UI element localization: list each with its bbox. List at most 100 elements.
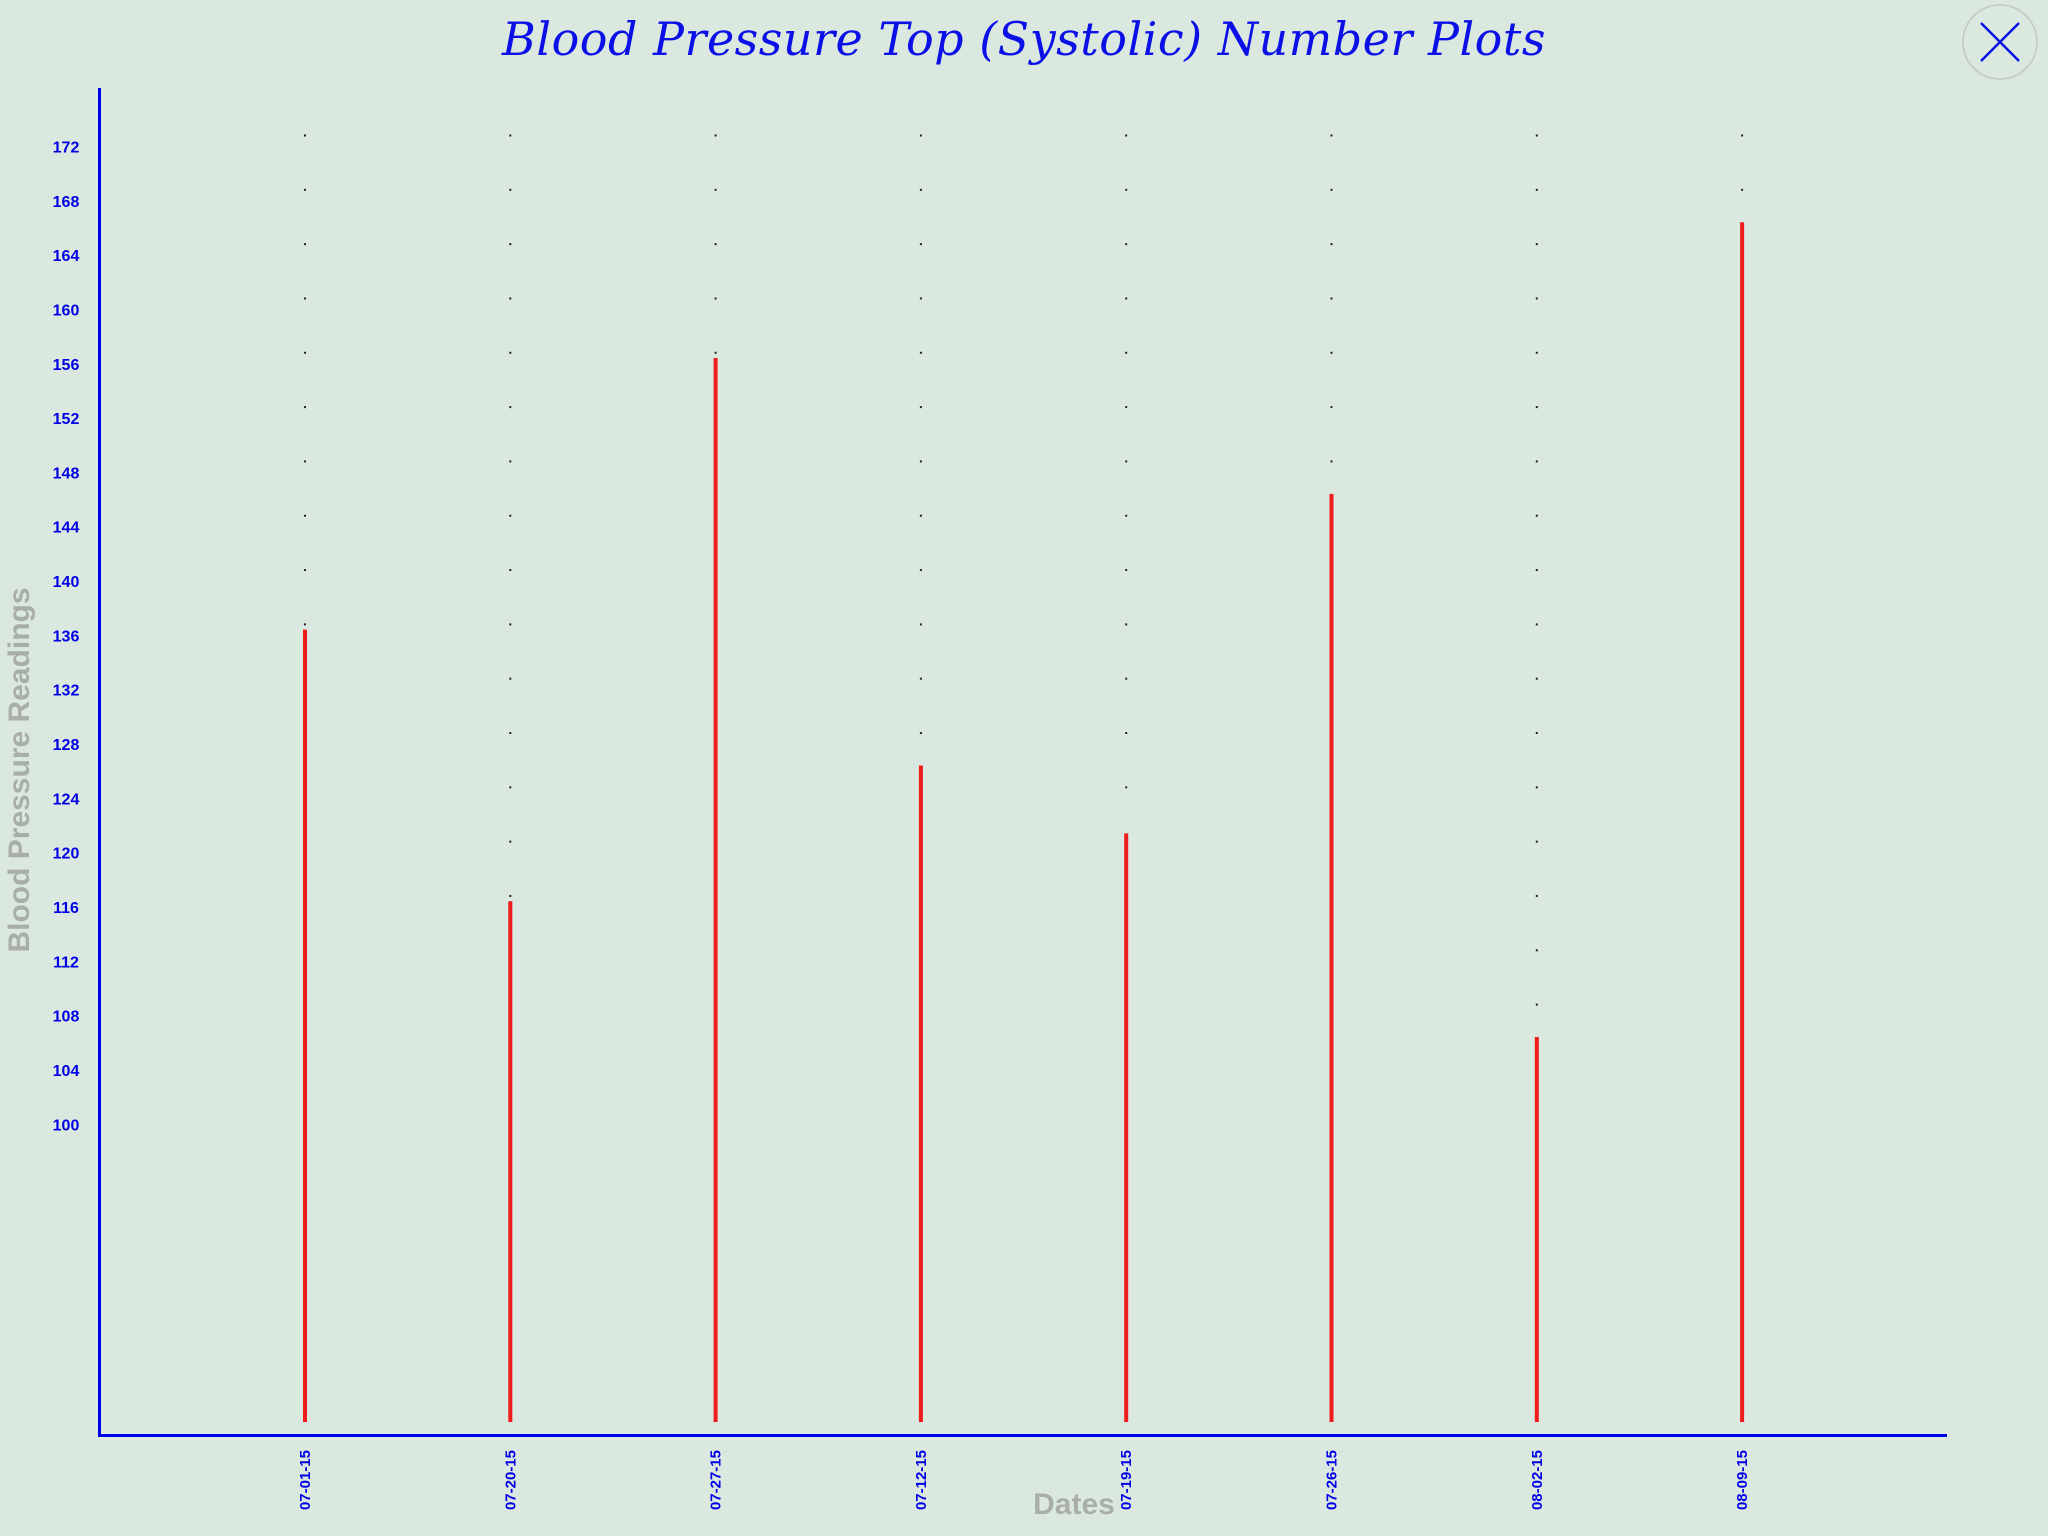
grid-dot xyxy=(509,623,512,626)
grid-dot xyxy=(1535,840,1538,843)
grid-dot xyxy=(509,351,512,354)
grid-dot xyxy=(1741,134,1744,137)
y-tick-label: 124 xyxy=(53,791,80,808)
grid-dot xyxy=(509,243,512,246)
grid-dot xyxy=(1330,134,1333,137)
grid-dot xyxy=(1535,677,1538,680)
grid-dot xyxy=(919,406,922,409)
grid-dot xyxy=(1125,569,1128,572)
grid-dot xyxy=(1125,514,1128,517)
x-tick-label: 07-26-15 xyxy=(1323,1450,1340,1510)
grid-dot xyxy=(1535,623,1538,626)
grid-dot xyxy=(304,188,306,191)
y-tick-label: 160 xyxy=(53,302,80,319)
grid-dot xyxy=(1125,243,1128,246)
grid-dot xyxy=(509,188,512,191)
grid-dot xyxy=(919,297,922,300)
y-tick-label: 164 xyxy=(53,248,80,265)
grid-dot xyxy=(509,894,512,897)
grid-dot xyxy=(509,406,512,409)
grid-dot xyxy=(304,243,306,246)
grid-dot xyxy=(1330,297,1333,300)
grid-dot xyxy=(304,623,306,626)
grid-dot xyxy=(919,623,922,626)
y-tick-label: 120 xyxy=(53,846,80,863)
y-tick-label: 172 xyxy=(53,140,80,157)
grid-dot xyxy=(304,406,306,409)
grid-dot xyxy=(714,188,717,191)
y-tick-label: 100 xyxy=(53,1117,80,1134)
y-tick-label: 112 xyxy=(53,954,79,971)
y-tick-label: 156 xyxy=(53,357,80,374)
y-tick-label: 136 xyxy=(53,628,80,645)
chart-title: Blood Pressure Top (Systolic) Number Plo… xyxy=(502,12,1546,66)
grid-dot xyxy=(1330,460,1333,463)
grid-dot xyxy=(509,569,512,572)
grid-dot xyxy=(714,351,717,354)
grid-dot xyxy=(1330,188,1333,191)
grid-dot xyxy=(1535,188,1538,191)
close-x-icon xyxy=(1962,4,2038,80)
grid-dot xyxy=(509,840,512,843)
grid-dot xyxy=(1535,1003,1538,1006)
x-tick-label: 07-20-15 xyxy=(502,1450,519,1510)
grid-dot xyxy=(509,677,512,680)
grid-dot xyxy=(1535,134,1538,137)
grid-dot xyxy=(1125,188,1128,191)
y-tick-label: 148 xyxy=(53,465,80,482)
y-tick-label: 128 xyxy=(53,737,80,754)
grid-dot xyxy=(1535,297,1538,300)
grid-dot xyxy=(1535,894,1538,897)
grid-dot xyxy=(714,297,717,300)
grid-dot xyxy=(1125,786,1128,789)
bars xyxy=(303,222,1745,1422)
grid-dot xyxy=(919,732,922,735)
grid-dot xyxy=(919,188,922,191)
grid-dot xyxy=(509,460,512,463)
x-tick-label: 08-02-15 xyxy=(1529,1450,1546,1510)
grid-dot xyxy=(714,134,717,137)
y-tick-label: 168 xyxy=(53,194,80,211)
grid-dot xyxy=(509,297,512,300)
grid-dot xyxy=(1125,460,1128,463)
x-tick-label: 08-09-15 xyxy=(1734,1450,1751,1510)
grid-dot xyxy=(1535,243,1538,246)
grid-dot xyxy=(1125,351,1128,354)
grid-dot xyxy=(304,460,306,463)
grid-dot xyxy=(1330,351,1333,354)
grid-dot xyxy=(1330,243,1333,246)
grid-dot xyxy=(919,134,922,137)
x-axis-title: Dates xyxy=(1033,1488,1115,1521)
grid-dot xyxy=(304,351,306,354)
grid-dot xyxy=(509,786,512,789)
grid-dot xyxy=(1741,188,1744,191)
axes xyxy=(98,88,1947,1437)
y-tick-label: 152 xyxy=(53,411,80,428)
y-axis-title: Blood Pressure Readings xyxy=(3,587,36,953)
grid-dot xyxy=(1125,623,1128,626)
grid-dot xyxy=(304,297,306,300)
grid-dot xyxy=(304,514,306,517)
y-tick-labels: 100 104 108 112 116 120 124 128 132 136 140 144 148 1… xyxy=(53,140,80,1135)
grid-dot xyxy=(1125,406,1128,409)
grid-dot xyxy=(919,514,922,517)
grid-dot xyxy=(1125,297,1128,300)
grid-dot xyxy=(1535,460,1538,463)
grid-dot xyxy=(919,677,922,680)
grid-dot xyxy=(919,460,922,463)
close-button[interactable] xyxy=(1961,3,2048,115)
y-tick-label: 108 xyxy=(53,1009,80,1026)
grid-dot xyxy=(919,569,922,572)
y-tick-label: 104 xyxy=(53,1063,80,1080)
grid-dot xyxy=(714,243,717,246)
x-tick-label: 07-12-15 xyxy=(913,1450,930,1510)
grid-dot xyxy=(304,134,306,137)
grid-dot xyxy=(1535,949,1538,952)
grid-dot xyxy=(509,514,512,517)
x-tick-label: 07-01-15 xyxy=(297,1450,314,1510)
grid-dot xyxy=(1125,134,1128,137)
grid-dots xyxy=(304,134,1744,1006)
grid-dot xyxy=(1535,569,1538,572)
grid-dot xyxy=(304,569,306,572)
